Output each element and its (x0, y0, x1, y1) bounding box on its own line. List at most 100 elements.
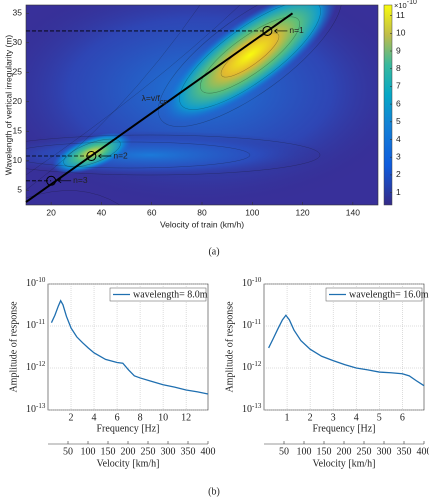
x2-tick-label: 250 (357, 446, 372, 457)
x-tick-label: 40 (97, 207, 107, 217)
x2-tick-label: 250 (141, 446, 156, 457)
colorbar-tick-label: 2 (396, 169, 401, 179)
x2-tick-label: 150 (101, 446, 116, 457)
y-tick-label-base: 10 (242, 278, 252, 289)
critical-line-label-base: λ=v/f (142, 93, 161, 103)
x2-tick-label: 350 (181, 446, 196, 457)
y-tick-label-exponent: -11 (252, 318, 262, 326)
y-tick-label: 10 (13, 155, 23, 165)
y-tick-label-exponent: -12 (36, 360, 46, 368)
colorbar-tick-label: 8 (396, 63, 401, 73)
plot-frame (25, 4, 379, 206)
legend-box (325, 287, 423, 302)
colorbar-scale-exponent: -10 (407, 0, 417, 6)
caption: (a) (208, 246, 219, 257)
critical-line (25, 12, 294, 203)
y-axis-label: Amplitude of response (8, 301, 19, 393)
x2-axis-label: Velocity [km/h] (96, 458, 159, 469)
colorbar-scale-base: ×10 (394, 1, 407, 10)
colorbar-tick-label: 1 (396, 187, 401, 197)
x2-tick-label: 150 (317, 446, 332, 457)
y-tick-label: 20 (13, 96, 23, 106)
x-tick-label: 60 (147, 207, 157, 217)
x-tick-label: 8 (138, 412, 143, 423)
y-tick-label: 10-12 (242, 360, 262, 374)
colorbar-tick-label: 4 (396, 134, 401, 144)
resonance-point (86, 151, 97, 162)
x-tick-label: 10 (158, 412, 168, 423)
y-tick-label-base: 10 (242, 362, 252, 373)
y-tick-label: 10-13 (242, 402, 262, 416)
x-tick-label: 2 (69, 412, 74, 423)
y-tick-label: 35 (13, 8, 23, 18)
y-tick-label-base: 10 (242, 404, 252, 415)
y-tick-label: 15 (13, 126, 23, 136)
y-tick-label-base: 10 (242, 320, 252, 331)
x2-axis-label: Velocity [km/h] (312, 458, 375, 469)
x-axis-label: Frequency [Hz] (312, 423, 375, 434)
resonance-label: n=1 (289, 25, 304, 35)
x2-tick-label: 50 (63, 446, 73, 457)
y-axis-label: Amplitude of response (224, 301, 235, 393)
resonance-arrow (274, 28, 288, 34)
x2-tick-label: 200 (121, 446, 136, 457)
x-axis-label: Frequency [Hz] (96, 423, 159, 434)
colorbar-tick-label: 6 (396, 98, 401, 108)
x-tick-label: 5 (377, 412, 382, 423)
contour-field (26, 5, 378, 205)
colorbar-tick-label: 9 (396, 45, 401, 55)
critical-line-label: λ=v/fcp (142, 93, 168, 106)
x2-tick-label: 350 (397, 446, 412, 457)
x-axis-label: Velocity of train (km/h) (160, 219, 244, 229)
y-axis-label: Wavelength of vertical irregularity (m) (3, 35, 13, 176)
resonance-point (46, 175, 57, 186)
x-tick-label: 6 (115, 412, 120, 423)
colorbar-tick-label: 11 (396, 10, 405, 20)
y-tick-label-base: 10 (26, 362, 36, 373)
resonance-arrow (57, 178, 72, 184)
colorbar-scale: ×10-10 (394, 0, 417, 10)
y-tick-label-base: 10 (26, 278, 36, 289)
x-tick-label: 2 (308, 412, 313, 423)
x2-tick-label: 100 (297, 446, 312, 457)
x-tick-label: 120 (295, 207, 309, 217)
x2-tick-label: 50 (279, 446, 289, 457)
colorbar-tick-label: 7 (396, 81, 401, 91)
x2-tick-label: 300 (161, 446, 176, 457)
colorbar-tick-label: 3 (396, 151, 401, 161)
x2-tick-label: 100 (81, 446, 96, 457)
series-line (268, 314, 425, 387)
resonance-arrow (98, 153, 112, 159)
x-tick-label: 12 (181, 412, 191, 423)
y-tick-label-base: 10 (26, 404, 36, 415)
colorbar (383, 4, 393, 206)
y-tick-label-exponent: -13 (252, 402, 262, 410)
y-tick-label: 10-10 (242, 276, 262, 290)
x-tick-label: 80 (197, 207, 207, 217)
colorbar-tick-label: 5 (396, 116, 401, 126)
x2-tick-label: 300 (377, 446, 392, 457)
colorbar-tick-label: 10 (396, 28, 406, 38)
caption: (b) (208, 486, 220, 497)
x-tick-label: 6 (400, 412, 405, 423)
y-tick-label-exponent: -12 (252, 360, 262, 368)
y-tick-label-exponent: -11 (36, 318, 46, 326)
x-tick-label: 4 (354, 412, 359, 423)
x-tick-label: 140 (346, 207, 360, 217)
y-tick-label: 25 (13, 67, 23, 77)
resonance-point (262, 25, 273, 36)
x-tick-label: 1 (285, 412, 290, 423)
legend-label: wavelength= 8.0m (133, 289, 208, 300)
x-tick-label: 20 (46, 207, 56, 217)
series-line (50, 299, 209, 395)
y-tick-label: 5 (17, 185, 22, 195)
y-tick-label-base: 10 (26, 320, 36, 331)
x2-tick-label: 400 (417, 446, 429, 457)
plot-area (263, 283, 425, 411)
y-tick-label: 10-11 (26, 318, 46, 332)
critical-line-label-subscript: cp (160, 99, 168, 106)
x-tick-label: 4 (92, 412, 97, 423)
y-tick-label-exponent: -13 (36, 402, 46, 410)
